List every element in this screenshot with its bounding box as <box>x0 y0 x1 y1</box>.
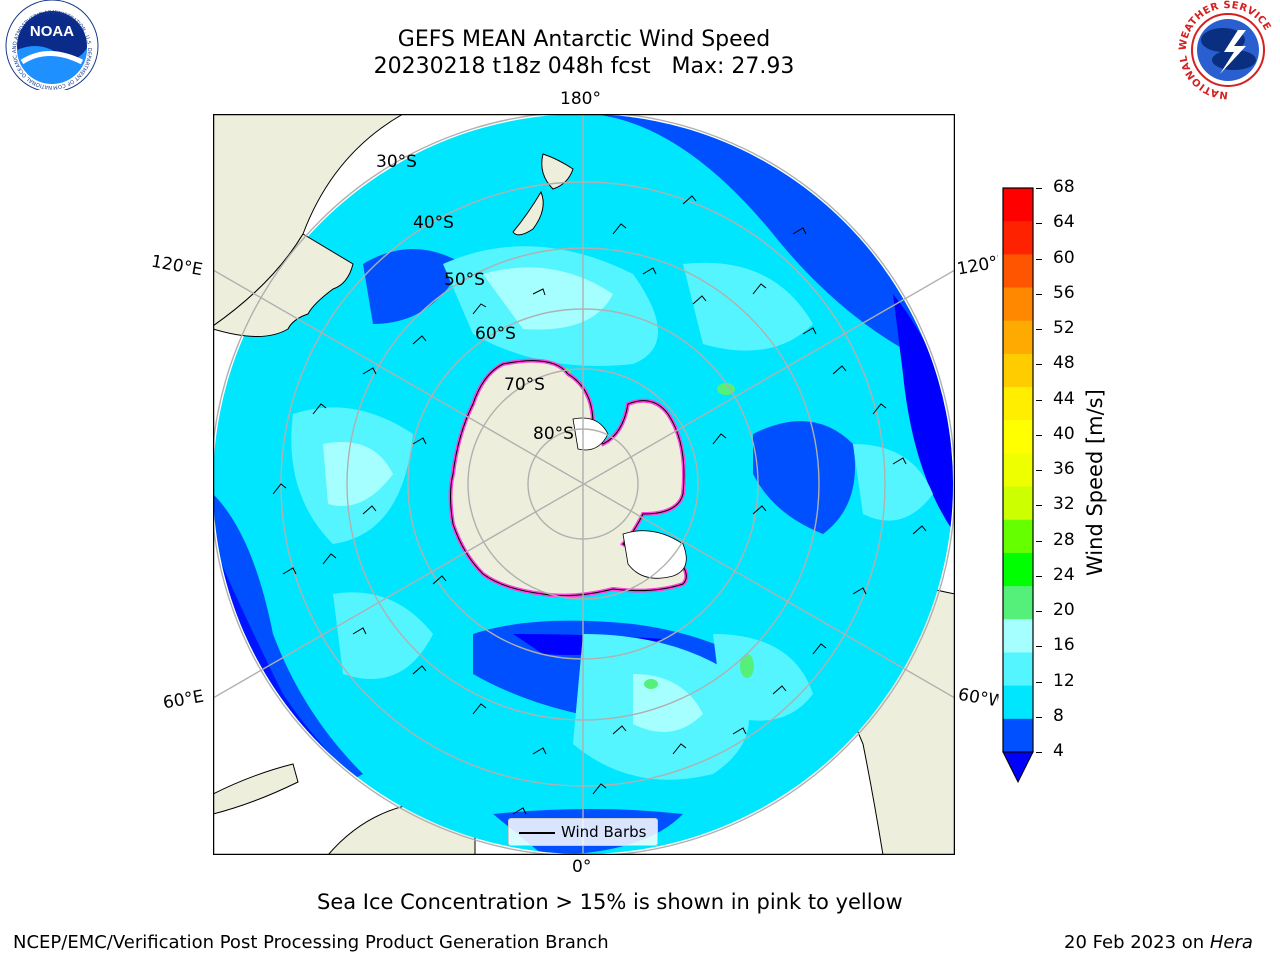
colorbar-tick-label: 64 <box>1053 212 1075 233</box>
colorbar-tick-label: 56 <box>1053 282 1075 303</box>
colorbar-label: Wind Speed [m/s] <box>1083 389 1107 576</box>
date-stamp: 20 Feb 2023 on Hera <box>1064 932 1253 953</box>
colorbar-tick-mark <box>1036 364 1042 366</box>
colorbar-tick-mark <box>1036 575 1042 577</box>
colorbar-segment <box>1003 287 1033 322</box>
legend-label: Wind Barbs <box>561 823 647 841</box>
colorbar-segment <box>1003 652 1033 687</box>
colorbar-tick-mark <box>1036 470 1042 471</box>
colorbar-segment <box>1003 486 1033 521</box>
colorbar-tick-mark <box>1036 716 1042 718</box>
map-legend: Wind Barbs <box>508 818 658 846</box>
colorbar-tick-label: 44 <box>1053 388 1075 409</box>
date-text: 20 Feb 2023 on <box>1064 932 1210 953</box>
colorbar-tick-mark <box>1036 540 1042 542</box>
lon-label-120e: 120°E <box>149 251 205 281</box>
colorbar-tick-mark <box>1036 258 1042 260</box>
colorbar-extend-arrow <box>1002 751 1034 784</box>
colorbar-tick-label: 12 <box>1053 670 1075 691</box>
lon-label-120w: 120°W <box>955 252 1001 280</box>
colorbar-segment <box>1003 619 1033 653</box>
colorbar-tick-label: 48 <box>1053 353 1075 374</box>
antarctica <box>448 358 689 598</box>
colorbar-segment <box>1003 353 1033 388</box>
noaa-logo: NOAA NATIONAL OCEANIC AND ATMOSPHERIC AD… <box>0 0 99 90</box>
colorbar-tick-mark <box>1036 681 1042 683</box>
colorbar-tick-mark <box>1036 399 1042 401</box>
colorbar-tick-mark <box>1036 611 1042 612</box>
colorbar-segment <box>1003 320 1033 355</box>
chart-subtitle: 20230218 t18z 048h fcst Max: 27.93 <box>373 54 795 79</box>
colorbar-tick-label: 28 <box>1053 529 1075 550</box>
sea-ice-note: Sea Ice Concentration > 15% is shown in … <box>317 890 903 914</box>
lat-label-70s: 70°S <box>504 375 545 395</box>
colorbar-tick-label: 68 <box>1053 177 1075 197</box>
wind-barbs <box>272 195 927 815</box>
colorbar-tick-label: 60 <box>1053 247 1075 268</box>
lat-label-50s: 50°S <box>444 270 485 290</box>
credit-text: NCEP/EMC/Verification Post Processing Pr… <box>13 932 609 953</box>
colorbar-tick-label: 24 <box>1053 564 1075 585</box>
graticule <box>213 114 955 855</box>
colorbar <box>1002 187 1034 784</box>
colorbar-tick-label: 40 <box>1053 423 1075 444</box>
colorbar-tick-label: 52 <box>1053 318 1075 338</box>
colorbar-segment <box>1003 685 1033 720</box>
chart-title: GEFS MEAN Antarctic Wind Speed <box>397 27 771 52</box>
colorbar-tick-label: 4 <box>1053 741 1064 761</box>
colorbar-tick-mark <box>1036 434 1042 436</box>
colorbar-tick-mark <box>1036 329 1042 330</box>
colorbar-tick-label: 8 <box>1053 705 1064 726</box>
lat-label-80s: 80°S <box>533 424 574 444</box>
colorbar-tick-mark <box>1036 646 1042 648</box>
colorbar-segment <box>1003 188 1033 222</box>
machine-name: Hera <box>1209 932 1253 953</box>
colorbar-segment <box>1003 221 1033 255</box>
colorbar-tick-label: 16 <box>1053 635 1075 656</box>
land-masses <box>213 153 574 337</box>
colorbar-segment <box>1003 718 1033 753</box>
colorbar-segment <box>1003 453 1033 488</box>
colorbar-tick-label: 36 <box>1053 459 1075 479</box>
lon-label-180: 180° <box>560 89 601 109</box>
lat-label-60s: 60°S <box>475 324 516 344</box>
nws-logo: NATIONAL WEATHER SERVICE <box>1178 0 1276 100</box>
colorbar-segment <box>1003 420 1033 454</box>
colorbar-segment <box>1003 552 1033 587</box>
colorbar-tick-label: 20 <box>1053 600 1075 620</box>
colorbar-segment <box>1003 586 1033 620</box>
noaa-logo-text: NOAA <box>30 23 74 40</box>
colorbar-segment <box>1003 254 1033 289</box>
lon-label-60e: 60°E <box>161 686 206 714</box>
colorbar-tick-mark <box>1036 293 1042 295</box>
colorbar-frame <box>1002 187 1034 753</box>
lon-label-0: 0° <box>572 857 592 877</box>
colorbar-segment <box>1003 387 1033 421</box>
colorbar-tick-mark <box>1036 752 1042 753</box>
lat-label-40s: 40°S <box>413 213 454 233</box>
colorbar-segment <box>1003 519 1033 554</box>
colorbar-tick-mark <box>1036 505 1042 507</box>
lon-label-60w: 60°W <box>956 684 1000 712</box>
lat-label-30s: 30°S <box>376 152 417 172</box>
colorbar-tick-label: 32 <box>1053 494 1075 515</box>
wind-speed-map <box>213 114 955 855</box>
colorbar-tick-mark <box>1036 188 1042 189</box>
wind-barb-legend-line <box>519 832 555 834</box>
colorbar-tick-mark <box>1036 223 1042 225</box>
